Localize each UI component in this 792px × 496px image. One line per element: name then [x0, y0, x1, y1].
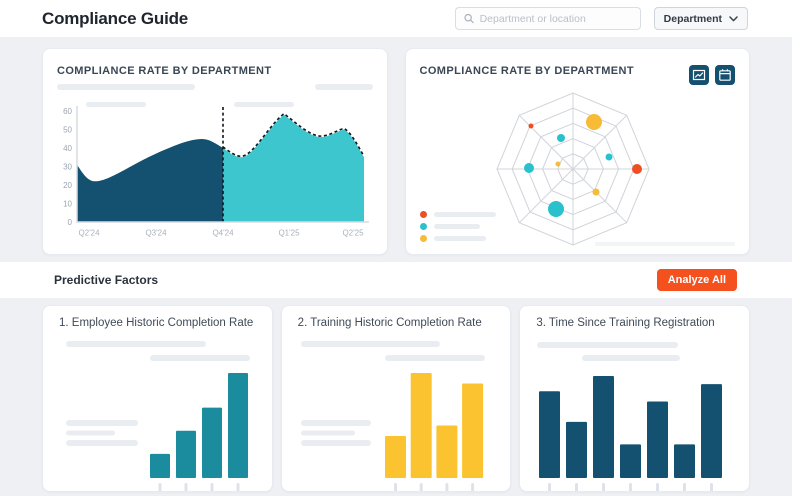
radar-bubble-chart — [496, 92, 650, 246]
x-tick-skeleton — [419, 483, 423, 491]
compliance-trend-card: COMPLIANCE RATE BY DEPARTMENT 0 10 20 30… — [42, 48, 388, 255]
bar — [566, 421, 588, 478]
teal-bubble — [557, 134, 566, 142]
factor-card-2: 2. Training Historic Completion Rate — [280, 305, 512, 492]
x-tick-skeleton — [602, 483, 606, 491]
teal-bubble — [605, 153, 613, 161]
search-box[interactable] — [454, 7, 641, 30]
svg-text:Q2'24: Q2'24 — [78, 229, 100, 238]
calendar-view-button[interactable] — [715, 65, 735, 85]
svg-text:Q2'25: Q2'25 — [342, 229, 364, 238]
bar — [410, 373, 432, 478]
svg-text:0: 0 — [68, 218, 73, 227]
x-tick-skeleton — [393, 483, 397, 491]
page-title: Compliance Guide — [42, 8, 189, 28]
department-filter-dropdown[interactable]: Department — [653, 7, 748, 30]
svg-text:20: 20 — [63, 181, 72, 190]
bar — [620, 444, 642, 478]
x-tick-skeleton — [236, 483, 240, 491]
red-bubble — [528, 123, 534, 129]
x-tick-skeleton — [656, 483, 660, 491]
bar — [150, 453, 170, 478]
svg-text:40: 40 — [63, 144, 72, 153]
compliance-radar-card: COMPLIANCE RATE BY DEPARTMENT — [404, 48, 750, 255]
teal-bubble — [548, 201, 565, 217]
teal-series-dot — [419, 223, 427, 230]
legend-item-red — [419, 211, 496, 218]
search-input[interactable] — [479, 12, 632, 25]
teal-bubble — [524, 163, 535, 173]
x-tick-skeleton — [548, 483, 552, 491]
yellow-series-dot — [419, 235, 427, 242]
svg-text:60: 60 — [63, 107, 72, 116]
analyze-all-button[interactable]: Analyze All — [656, 269, 737, 291]
line-chart-icon — [692, 69, 706, 81]
yellow-bubble — [592, 188, 600, 196]
bar — [674, 444, 696, 478]
svg-text:Q1'25: Q1'25 — [278, 229, 300, 238]
bar — [647, 401, 669, 478]
factor-2-bar-chart — [300, 341, 485, 491]
yellow-bubble — [555, 161, 561, 167]
factor-3-title: 3. Time Since Training Registration — [536, 317, 715, 329]
radar-card-title: COMPLIANCE RATE BY DEPARTMENT — [419, 65, 634, 77]
chevron-down-icon — [729, 15, 738, 21]
yellow-bubble — [586, 114, 603, 130]
legend-item-yellow — [419, 235, 496, 242]
legend-item-teal — [419, 223, 496, 230]
bar — [701, 384, 723, 478]
bar — [461, 383, 483, 478]
compliance-trend-area-chart: 0 10 20 30 40 50 60 Q2'24 Q3'24 Q4'24 Q1… — [63, 102, 369, 238]
svg-text:50: 50 — [63, 126, 72, 135]
factor-1-bar-chart — [66, 341, 250, 491]
bar — [202, 407, 222, 478]
predictive-factors-bar: Predictive Factors Analyze All — [0, 262, 792, 298]
bar — [176, 430, 196, 478]
svg-text:10: 10 — [63, 200, 72, 209]
x-tick-skeleton — [470, 483, 474, 491]
bar — [539, 391, 561, 478]
factor-cards-row: 1. Employee Historic Completion Rate 2. … — [0, 305, 792, 492]
chart-view-button[interactable] — [689, 65, 709, 85]
x-tick-skeleton — [575, 483, 579, 491]
trend-card-subtitle-skeleton — [57, 84, 373, 90]
historical-area-series — [77, 139, 223, 222]
x-tick-skeleton — [445, 483, 449, 491]
x-tick-skeleton — [710, 483, 714, 491]
calendar-icon — [719, 69, 731, 81]
predictive-factors-title: Predictive Factors — [54, 273, 159, 287]
x-tick-skeleton — [629, 483, 633, 491]
forecast-dashed-outline — [222, 112, 365, 158]
red-series-dot — [419, 211, 427, 218]
radar-legend — [419, 211, 496, 242]
x-tick-skeleton — [210, 483, 214, 491]
top-charts-row: COMPLIANCE RATE BY DEPARTMENT 0 10 20 30… — [0, 48, 792, 255]
red-bubble — [632, 164, 643, 174]
factor-card-1: 1. Employee Historic Completion Rate — [42, 305, 273, 492]
factor-2-title: 2. Training Historic Completion Rate — [297, 317, 482, 329]
forecast-area-series — [223, 114, 364, 222]
factor-card-3: 3. Time Since Training Registration — [519, 305, 751, 492]
svg-text:Q3'24: Q3'24 — [145, 229, 167, 238]
x-tick-skeleton — [158, 483, 162, 491]
bar — [593, 376, 615, 478]
bar — [384, 436, 406, 478]
svg-text:Q4'24: Q4'24 — [212, 229, 234, 238]
x-tick-skeleton — [683, 483, 687, 491]
trend-card-title: COMPLIANCE RATE BY DEPARTMENT — [57, 65, 272, 77]
radar-footer-skeleton — [595, 242, 735, 246]
x-tick-skeleton — [184, 483, 188, 491]
svg-text:30: 30 — [63, 163, 72, 172]
radar-bubbles — [524, 114, 643, 217]
filter-label: Department — [663, 12, 722, 25]
factor-3-bar-chart — [537, 342, 723, 491]
bar — [228, 373, 248, 478]
app-header: Compliance Guide Department — [0, 0, 792, 37]
bar — [436, 425, 458, 478]
factor-1-title: 1. Employee Historic Completion Rate — [59, 317, 254, 329]
search-icon — [464, 13, 474, 24]
